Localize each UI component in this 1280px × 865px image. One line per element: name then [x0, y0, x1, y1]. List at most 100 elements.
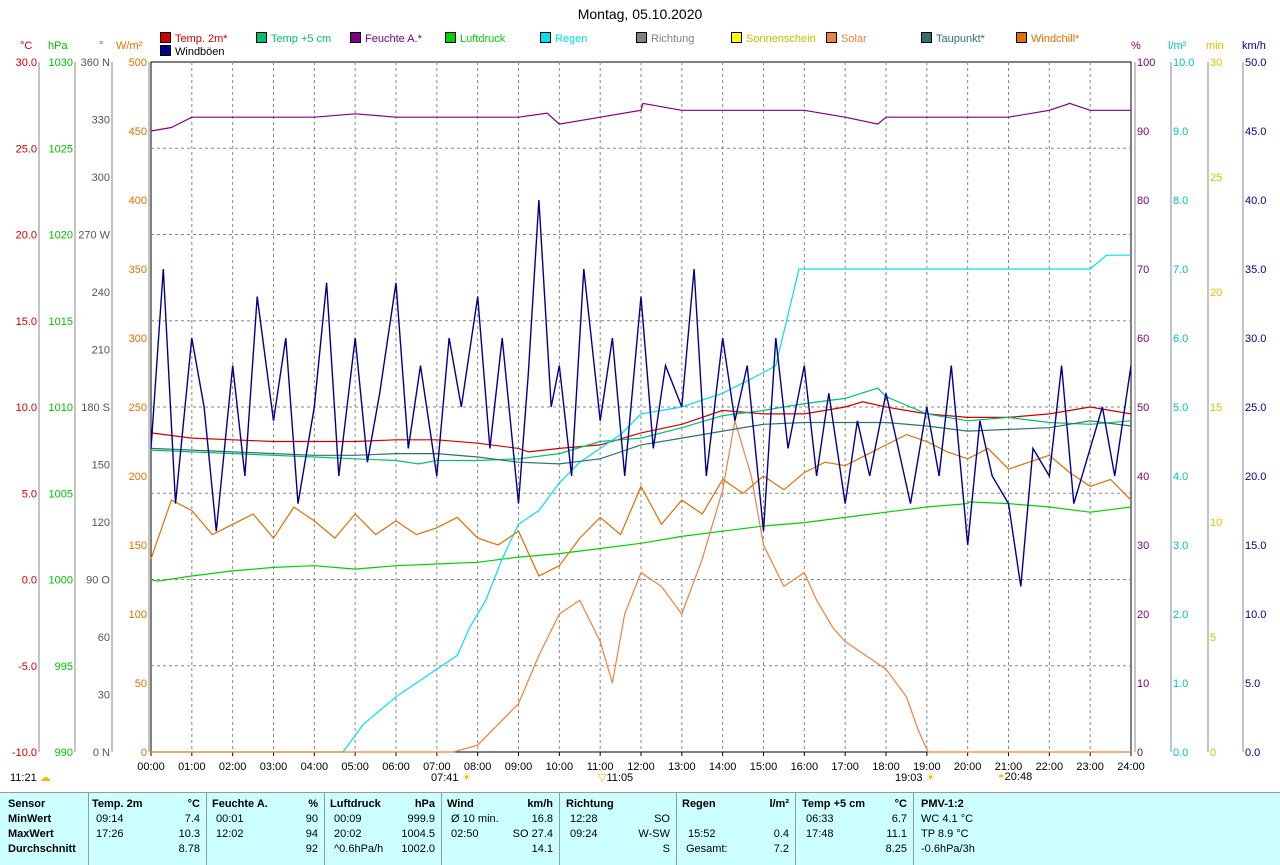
x-tick-label: 02:00	[219, 761, 247, 773]
stats-header-unit: %	[308, 798, 318, 810]
stats-cell-time: 15:52	[688, 828, 716, 840]
stats-cell-value: 8.25	[885, 843, 907, 855]
stats-cell-value: S	[662, 843, 670, 855]
axis-left-tick: 1005	[49, 488, 73, 500]
stats-divider	[913, 793, 914, 865]
legend-swatch	[826, 32, 837, 43]
stats-header-title: Regen	[682, 798, 716, 810]
stats-header: Temp. 2m °C	[92, 797, 200, 812]
legend-label: Windchill*	[1031, 33, 1080, 45]
x-tick-label: 08:00	[464, 761, 492, 773]
axis-left-tick: 270 W	[78, 230, 110, 242]
axis-left-tick: -10.0	[12, 747, 37, 759]
legend-item: Temp +5 cm	[256, 32, 331, 45]
stats-cell-time: 00:01	[216, 813, 244, 825]
axis-left-tick: 30	[98, 690, 110, 702]
axis-left-tick: 90 O	[86, 575, 110, 587]
legend-swatch	[921, 32, 932, 43]
axis-left-tick: 300	[129, 333, 147, 345]
series-luftdruck	[150, 501, 1132, 582]
axis-unit-right: l/m²	[1168, 40, 1187, 52]
x-tick-label: 14:00	[709, 761, 737, 773]
stats-header-title: Feuchte A.	[212, 798, 268, 810]
stats-cell-value: 1002.0	[401, 843, 435, 855]
axis-unit-right: min	[1206, 40, 1224, 52]
stats-cell-row: 09:14 7.4	[92, 812, 200, 827]
axis-right-tick: 2.0	[1173, 609, 1188, 621]
axis-left-tick: 250	[129, 402, 147, 414]
stats-cell-value: 999.9	[407, 813, 435, 825]
stats-cell-row: 15:52 0.4	[682, 827, 789, 842]
axis-left-tick: 15.0	[16, 316, 37, 328]
axis-right-tick: 5.0	[1245, 678, 1260, 690]
x-tick-label: 17:00	[831, 761, 859, 773]
axis-right-tick: 10	[1210, 517, 1222, 529]
stats-label-avg: Durchschnitt	[8, 843, 76, 855]
x-tick-label: 12:00	[627, 761, 655, 773]
stats-cell-row: 00:01 90	[212, 812, 318, 827]
axis-left-tick: 0	[141, 747, 147, 759]
x-tick-label: 06:00	[382, 761, 410, 773]
sunset-label: 19:03 ☀	[895, 772, 936, 784]
axis-left-tick: 1015	[49, 316, 73, 328]
axis-left-tick: 350	[129, 264, 147, 276]
stats-cell-value: 90	[305, 813, 318, 825]
axis-right-tick: 5.0	[1173, 402, 1188, 414]
stats-cell-time: 00:09	[334, 813, 362, 825]
stats-cell-value: -0.6hPa/3h	[921, 843, 975, 855]
legend-swatch	[1016, 32, 1027, 43]
legend-swatch	[160, 32, 171, 43]
axis-right-tick: 5	[1210, 632, 1216, 644]
axis-left-tick: 200	[129, 471, 147, 483]
stats-cell-value: 1004.5	[401, 828, 435, 840]
axis-right-tick: 7.0	[1173, 264, 1188, 276]
stats-table: Sensor MinWert MaxWert Durchschnitt Temp…	[0, 792, 1280, 865]
stats-label-sensor: Sensor	[8, 798, 46, 810]
stats-cell-time: 17:26	[96, 828, 124, 840]
stats-col-luftdruck: Luftdruck hPa 00:09 999.9 20:02 1004.5 ^0.6hPa…	[330, 797, 435, 857]
series-temp-5-cm	[150, 387, 1132, 465]
x-tick-label: 22:00	[1036, 761, 1064, 773]
axis-left-tick: 150	[92, 460, 110, 472]
x-tick-label: 24:00	[1117, 761, 1145, 773]
stats-col-wind: Wind km/h Ø 10 min. 16.8 02:50 SO 27.4 14.1	[447, 797, 553, 857]
axis-right-tick: 15.0	[1245, 540, 1266, 552]
axis-right-tick: 70	[1137, 264, 1149, 276]
stats-cell-row: 12:02 94	[212, 827, 318, 842]
axis-right-tick: 10.0	[1173, 57, 1194, 69]
series-solar	[151, 420, 1131, 753]
stats-col-richtung: Richtung 12:28 SO 09:24 W-SW S	[566, 797, 670, 857]
series-feuchte-a	[150, 102, 1131, 132]
stats-header-title: Temp. 2m	[92, 798, 143, 810]
axis-left-tick: 25.0	[16, 143, 37, 155]
stats-header-title: PMV-1:2	[921, 798, 964, 810]
axis-left-tick: 20.0	[16, 230, 37, 242]
stats-header-unit: hPa	[414, 798, 435, 810]
stats-cell-row: S	[566, 842, 670, 857]
axis-right-tick: 60	[1137, 333, 1149, 345]
legend-swatch	[540, 32, 551, 43]
stats-cell-value: 10.3	[178, 828, 200, 840]
stats-cell-value: 7.4	[184, 813, 200, 825]
legend-item: Windchill*	[1016, 32, 1079, 45]
legend-item: Windböen	[160, 45, 225, 58]
x-tick-label: 16:00	[791, 761, 819, 773]
stats-divider	[206, 793, 207, 865]
axis-right-tick: 50	[1137, 402, 1149, 414]
stats-header: Luftdruck hPa	[330, 797, 435, 812]
stats-header-title: Luftdruck	[330, 798, 381, 810]
legend-swatch	[636, 32, 647, 43]
stats-cell-row: ^0.6hPa/h 1002.0	[330, 842, 435, 857]
series-taupunkt	[150, 420, 1132, 465]
axis-left-tick: 30.0	[16, 57, 37, 69]
stats-cell-value: SO 27.4	[512, 828, 553, 840]
legend-item: Temp. 2m*	[160, 32, 228, 45]
x-tick-label: 07:00	[423, 761, 451, 773]
legend-item: Taupunkt*	[921, 32, 985, 45]
stats-cell-row: 02:50 SO 27.4	[447, 827, 553, 842]
axis-left-tick: 210	[92, 345, 110, 357]
stats-cell-time: 12:28	[570, 813, 598, 825]
axis-left-tick: 1025	[49, 143, 73, 155]
legend-label: Windböen	[175, 46, 225, 58]
axis-left-tick: 0 N	[93, 747, 110, 759]
